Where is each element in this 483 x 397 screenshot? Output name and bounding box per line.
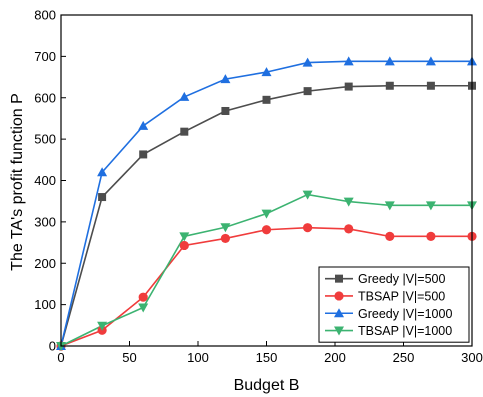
data-point-series-4 <box>97 321 108 331</box>
data-point-series-2 <box>385 231 395 241</box>
data-point-series-3 <box>97 167 108 177</box>
y-tick-label: 100 <box>34 297 56 312</box>
data-point-series-2 <box>426 231 436 241</box>
legend-box <box>318 266 470 343</box>
legend: Greedy |V|=500 TBSAP |V|=500 Greedy |V|=10… <box>318 266 470 343</box>
y-tick-label: 400 <box>34 173 56 188</box>
data-point-series-2 <box>220 233 230 244</box>
x-tick-label: 50 <box>122 350 136 365</box>
data-point-series-3 <box>343 56 354 66</box>
data-point-series-4 <box>220 223 231 233</box>
data-point-series-3 <box>138 120 149 130</box>
data-point-series-1 <box>98 193 107 202</box>
x-axis-title: Budget B <box>234 377 300 394</box>
data-point-series-1 <box>344 82 353 91</box>
data-point-series-3 <box>179 91 190 101</box>
x-tick-label: 250 <box>393 350 415 365</box>
data-point-series-4 <box>384 201 395 211</box>
x-tick-label: 150 <box>256 350 278 365</box>
data-point-series-3 <box>384 56 395 66</box>
legend-label: TBSAP |V|=500 <box>358 289 445 303</box>
legend-swatch-marker <box>335 274 343 283</box>
data-point-series-3 <box>220 74 231 84</box>
data-point-series-4 <box>179 232 190 242</box>
x-tick-label: 100 <box>187 350 209 365</box>
y-tick-label: 600 <box>34 90 56 105</box>
y-axis-title: The TA's profit function P <box>9 93 26 271</box>
legend-swatch-marker <box>334 326 344 336</box>
data-point-series-4 <box>302 190 313 200</box>
x-tick-label: 200 <box>324 350 346 365</box>
y-tick-label: 200 <box>34 256 56 271</box>
data-point-series-2 <box>261 225 272 235</box>
data-point-series-1 <box>180 127 189 136</box>
axis-ticks: 0 50 100 150 200 250 300 0 100 200 300 400 500 600 700… <box>34 8 483 366</box>
x-tick-label: 300 <box>461 350 483 365</box>
data-point-series-2 <box>179 240 189 251</box>
y-tick-label: 800 <box>34 8 56 23</box>
data-point-series-4 <box>425 201 436 211</box>
legend-label: Greedy |V|=500 <box>358 272 445 286</box>
y-tick-label: 500 <box>34 132 56 147</box>
y-tick-label: 0 <box>49 339 56 354</box>
y-tick-label: 700 <box>34 49 56 64</box>
y-tick-label: 300 <box>34 214 56 229</box>
data-point-series-2 <box>344 224 354 234</box>
data-point-series-2 <box>138 292 148 302</box>
data-point-series-3 <box>261 67 272 77</box>
data-point-series-1 <box>385 81 394 90</box>
data-point-series-3 <box>425 56 436 66</box>
data-point-series-3 <box>302 57 313 67</box>
data-point-series-2 <box>303 223 313 233</box>
data-point-series-4 <box>261 209 272 219</box>
legend-label: Greedy |V|=1000 <box>358 307 452 321</box>
data-point-series-4 <box>343 197 354 207</box>
data-point-series-1 <box>303 87 312 96</box>
data-point-series-1 <box>221 106 230 115</box>
data-point-series-1 <box>262 95 271 104</box>
x-tick-label: 0 <box>57 350 64 365</box>
data-point-series-1 <box>139 150 148 159</box>
data-point-series-4 <box>138 303 149 313</box>
legend-swatch-marker <box>334 291 344 301</box>
legend-swatch-marker <box>334 308 344 318</box>
data-point-series-1 <box>426 81 435 90</box>
legend-label: TBSAP |V|=1000 <box>358 324 452 338</box>
